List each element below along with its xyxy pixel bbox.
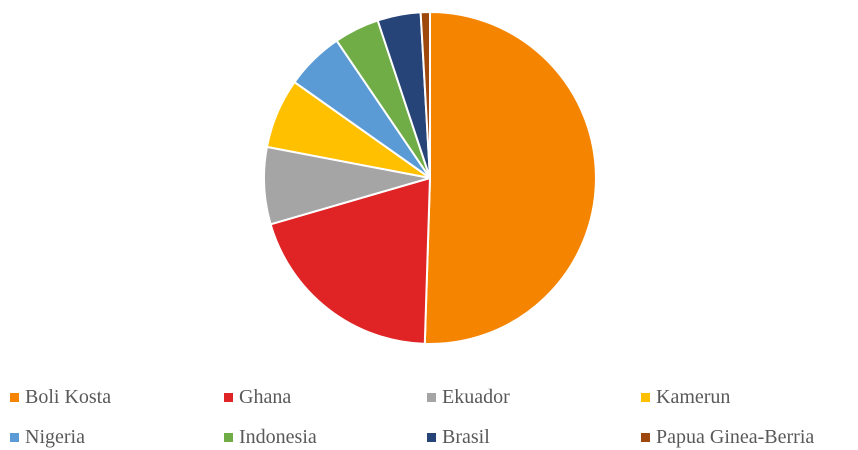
legend-item-kamerun: Kamerun: [641, 384, 730, 410]
pie-chart: [263, 10, 597, 345]
legend-item-indonesia: Indonesia: [224, 424, 317, 450]
legend-swatch: [641, 432, 650, 442]
legend-swatch: [224, 392, 233, 402]
legend-swatch: [224, 432, 233, 442]
pie-slice-papua-ginea-berria: [419, 10, 431, 179]
legend-label: Indonesia: [239, 426, 317, 448]
legend: Boli Kosta Ghana Ekuador Kamerun Nigeria Indo…: [0, 378, 858, 450]
legend-label: Nigeria: [25, 426, 85, 448]
legend-label: Boli Kosta: [25, 386, 112, 408]
pie-slice-ghana: [269, 176, 432, 345]
legend-label: Papua Ginea-Berria: [656, 426, 815, 448]
legend-swatch: [10, 392, 19, 402]
legend-label: Kamerun: [656, 386, 731, 408]
legend-swatch: [427, 392, 436, 402]
pie-slices: [263, 10, 597, 345]
legend-item-brasil: Brasil: [427, 424, 490, 450]
legend-label: Brasil: [442, 426, 490, 448]
legend-item-boli-kosta: Boli Kosta: [10, 384, 111, 410]
legend-swatch: [427, 432, 436, 442]
legend-label: Ekuador: [442, 386, 510, 408]
legend-swatch: [641, 392, 650, 402]
legend-label: Ghana: [239, 386, 292, 408]
legend-item-papua-ginea-berria: Papua Ginea-Berria: [641, 424, 814, 450]
legend-item-ekuador: Ekuador: [427, 384, 510, 410]
pie-slice-boli-kosta: [423, 10, 597, 345]
legend-item-ghana: Ghana: [224, 384, 291, 410]
legend-item-nigeria: Nigeria: [10, 424, 85, 450]
legend-swatch: [10, 432, 19, 442]
